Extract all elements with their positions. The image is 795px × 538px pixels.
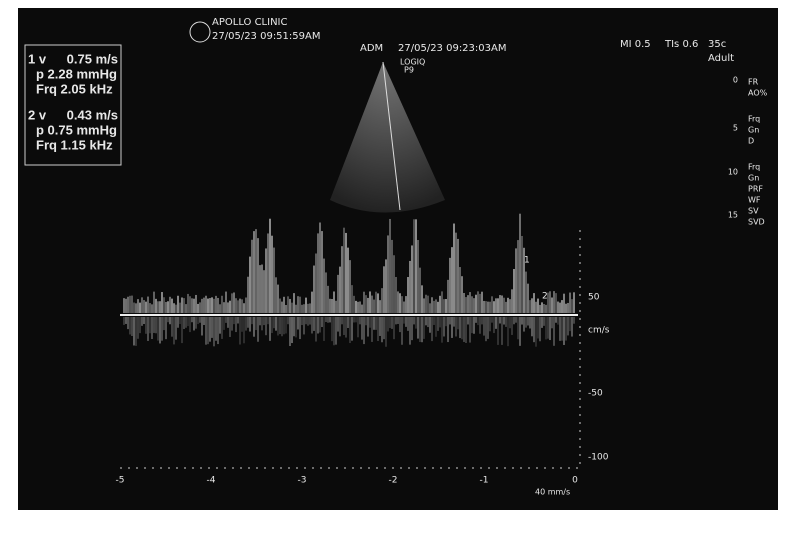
panel-label: AO% bbox=[748, 89, 768, 98]
mi: MI 0.5 bbox=[620, 39, 651, 50]
time-label: -3 bbox=[298, 476, 307, 486]
logo bbox=[189, 21, 211, 43]
panel-label: Frq bbox=[748, 163, 760, 172]
probe: P9 bbox=[404, 66, 414, 75]
tis: TIs 0.6 bbox=[664, 39, 698, 50]
exam-datetime: 27/05/23 09:23:03AM bbox=[398, 43, 506, 54]
meas-id: 2 v bbox=[28, 107, 47, 122]
time-label: -2 bbox=[389, 476, 398, 486]
panel-label: FR bbox=[748, 78, 759, 87]
sweep-speed: 40 mm/s bbox=[535, 488, 570, 497]
panel-label: Frq bbox=[748, 115, 760, 124]
time-label: -5 bbox=[116, 476, 125, 486]
panel-label: SVD bbox=[748, 218, 765, 227]
panel-label: PRF bbox=[748, 185, 763, 194]
frame: 35c bbox=[708, 39, 726, 50]
2d-sector bbox=[330, 62, 445, 213]
preset: Adult bbox=[708, 53, 734, 64]
panel-label: WF bbox=[748, 196, 761, 205]
time-label: -4 bbox=[207, 476, 216, 486]
operator: ADM bbox=[360, 43, 383, 54]
panel-label: D bbox=[748, 137, 754, 146]
marker: 2 bbox=[542, 292, 548, 302]
depth-mark: 10 bbox=[728, 168, 738, 177]
meas-frequency: Frq 1.15 kHz bbox=[36, 137, 113, 152]
panel-label: Gn bbox=[748, 126, 759, 135]
marker: 1 bbox=[524, 256, 530, 266]
panel-label: SV bbox=[748, 207, 759, 216]
velocity-label: 50 bbox=[588, 293, 600, 303]
time-label: -1 bbox=[480, 476, 489, 486]
datetime: 27/05/23 09:51:59AM bbox=[212, 31, 320, 42]
screen bbox=[18, 8, 778, 510]
time-label: 0 bbox=[572, 476, 578, 486]
depth-mark: 15 bbox=[728, 211, 738, 220]
meas-pressure: p 2.28 mmHg bbox=[36, 66, 117, 81]
system: LOGIQ bbox=[400, 58, 425, 67]
meas-velocity: 0.43 m/s bbox=[67, 107, 118, 122]
meas-pressure: p 0.75 mmHg bbox=[36, 122, 117, 137]
cursor-line bbox=[382, 61, 401, 211]
clinic: APOLLO CLINIC bbox=[212, 17, 288, 28]
meas-id: 1 v bbox=[28, 51, 47, 66]
meas-frequency: Frq 2.05 kHz bbox=[36, 81, 113, 96]
measurement-box bbox=[24, 44, 122, 166]
depth-mark: 0 bbox=[733, 76, 738, 85]
depth-mark: 5 bbox=[733, 124, 738, 133]
velocity-label: -100 bbox=[588, 453, 609, 463]
meas-velocity: 0.75 m/s bbox=[67, 51, 118, 66]
panel-label: Gn bbox=[748, 174, 759, 183]
velocity-label: cm/s bbox=[588, 326, 610, 336]
doppler-spectrum bbox=[123, 213, 575, 347]
velocity-label: -50 bbox=[588, 389, 603, 399]
